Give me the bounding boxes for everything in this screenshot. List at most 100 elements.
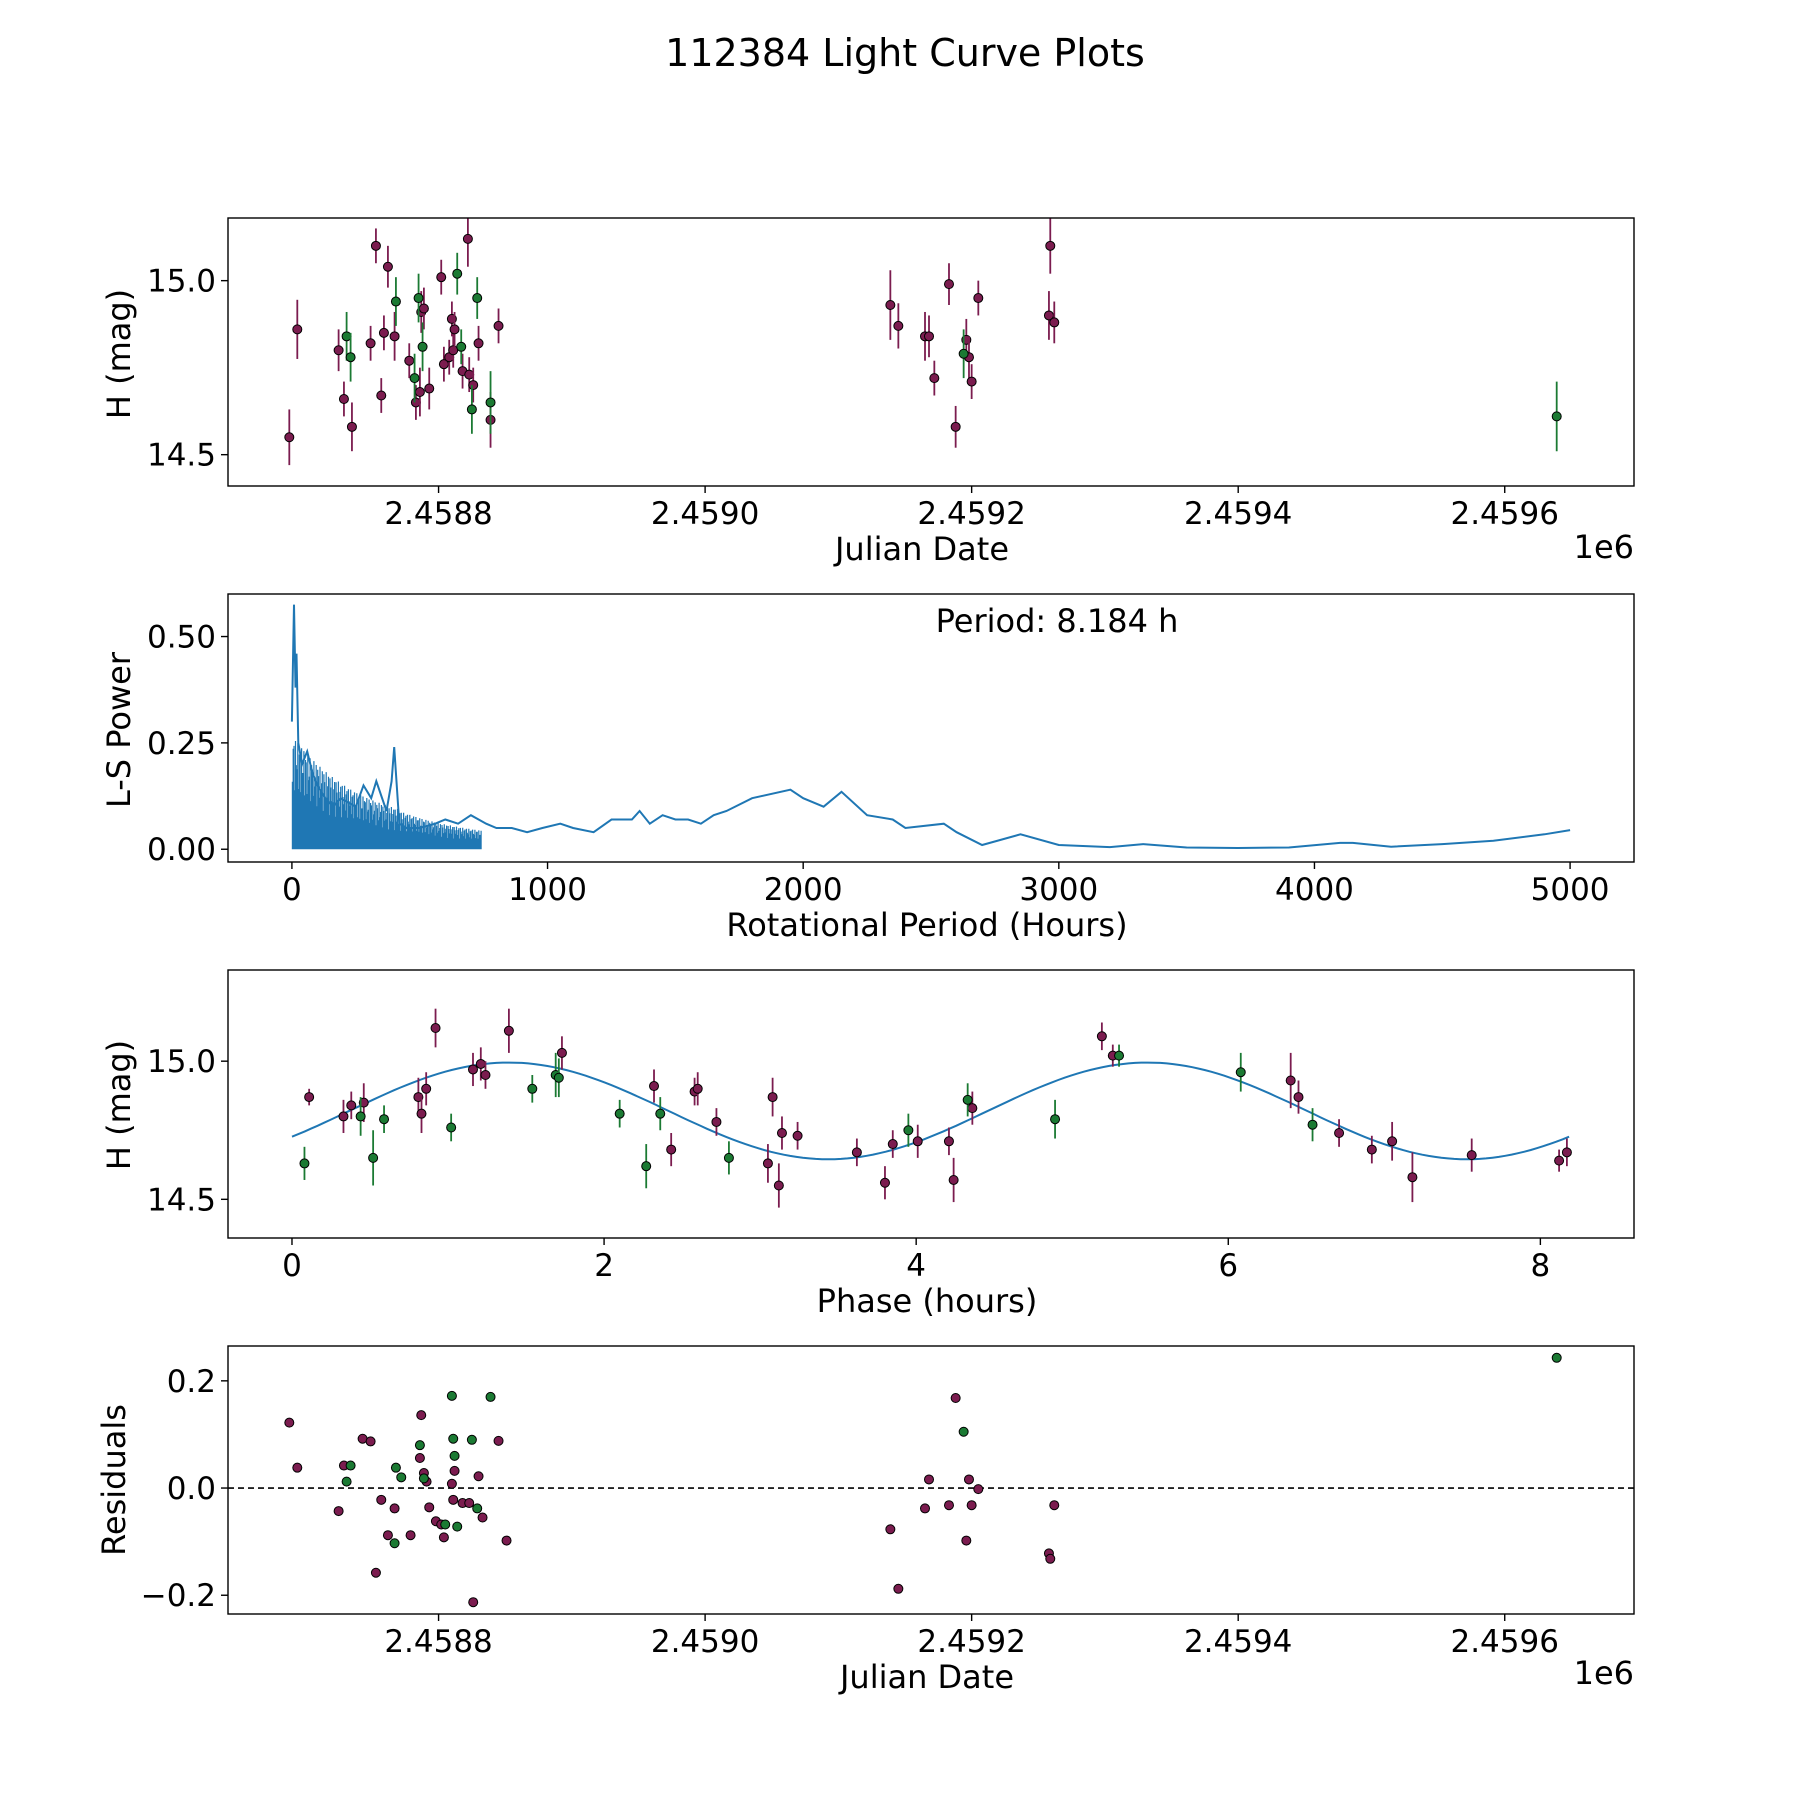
data-point-green	[414, 1440, 425, 1451]
data-point-purple	[893, 1583, 904, 1594]
data-point-purple	[1387, 1136, 1398, 1147]
data-point-purple	[1554, 1155, 1565, 1166]
data-point-green	[452, 1521, 463, 1532]
data-point-purple	[389, 1503, 400, 1514]
periodogram-plot-area	[290, 604, 1571, 850]
lightcurve-marks	[284, 218, 1562, 466]
data-point-green	[389, 1538, 400, 1549]
data-point-green	[368, 1152, 379, 1163]
periodogram-panel: 0 1000 2000 3000 4000 5000 0.00 0.25 0.50 Period…	[100, 593, 1635, 944]
data-point-green	[1551, 411, 1562, 422]
y-tick-label: 0.25	[147, 726, 216, 762]
x-tick-label: 2.4590	[651, 1624, 759, 1660]
data-point-green	[452, 268, 463, 279]
y-tick-label: 0.2	[167, 1364, 216, 1400]
data-point-purple	[885, 1524, 896, 1535]
data-point-purple	[473, 338, 484, 349]
data-point-purple	[438, 1532, 449, 1543]
data-point-green	[1235, 1067, 1246, 1078]
residuals-frame	[227, 1345, 1635, 1615]
data-point-green	[456, 341, 467, 352]
data-point-green	[466, 404, 477, 415]
data-point-purple	[424, 383, 435, 394]
data-point-purple	[346, 421, 357, 432]
data-point-purple	[333, 1506, 344, 1517]
data-point-purple	[421, 1083, 432, 1094]
data-point-green	[440, 1519, 451, 1530]
y-tick-label: 0.50	[147, 620, 216, 656]
data-point-purple	[893, 320, 904, 331]
data-point-purple	[376, 390, 387, 401]
data-point-purple	[493, 1435, 504, 1446]
data-point-green	[655, 1108, 666, 1119]
data-point-green	[448, 1433, 459, 1444]
data-point-green	[446, 1122, 457, 1133]
data-point-green	[341, 1476, 352, 1487]
data-point-purple	[284, 1417, 295, 1428]
data-point-purple	[943, 1136, 954, 1147]
data-point-purple	[370, 1567, 381, 1578]
data-point-green	[390, 1462, 401, 1473]
residuals-plot-area	[228, 1352, 1634, 1608]
data-point-green	[472, 293, 483, 304]
data-point-purple	[879, 1177, 890, 1188]
data-point-purple	[389, 331, 400, 342]
lightcurve-xlabel: Julian Date	[833, 530, 1009, 568]
data-point-purple	[382, 1530, 393, 1541]
data-point-green	[379, 1114, 390, 1125]
data-point-purple	[416, 1108, 427, 1119]
data-point-green	[553, 1072, 564, 1083]
data-point-purple	[773, 1180, 784, 1191]
data-point-purple	[924, 1474, 935, 1485]
data-point-purple	[480, 1069, 491, 1080]
lightcurve-offset-label: 1e6	[1574, 528, 1634, 566]
data-point-green	[958, 348, 969, 359]
data-point-purple	[556, 1047, 567, 1058]
data-point-purple	[338, 393, 349, 404]
data-point-purple	[950, 1392, 961, 1403]
data-point-purple	[446, 1478, 457, 1489]
data-point-purple	[920, 1503, 931, 1514]
periodogram-marks	[290, 604, 1571, 850]
data-point-green	[396, 1472, 407, 1483]
data-point-purple	[468, 380, 479, 391]
y-tick-label: 15.0	[147, 1044, 216, 1080]
data-point-green	[413, 293, 424, 304]
residuals-marks	[228, 1352, 1634, 1608]
data-point-green	[299, 1158, 310, 1169]
data-point-purple	[430, 1023, 441, 1034]
data-point-green	[466, 1434, 477, 1445]
data-point-green	[485, 397, 496, 408]
data-point-green	[614, 1108, 625, 1119]
data-point-purple	[649, 1081, 660, 1092]
data-point-purple	[333, 345, 344, 356]
residuals-ylabel: Residuals	[95, 1404, 133, 1556]
data-point-purple	[767, 1092, 778, 1103]
data-point-purple	[1366, 1144, 1377, 1155]
model-fit-curve	[291, 1061, 1570, 1161]
y-tick-label: 14.5	[147, 438, 216, 474]
residuals-offset-label: 1e6	[1574, 1654, 1634, 1692]
data-point-green	[409, 373, 420, 384]
x-tick-label: 4	[906, 1248, 926, 1284]
data-point-purple	[414, 387, 425, 398]
data-point-purple	[414, 1453, 425, 1464]
data-point-purple	[346, 1100, 357, 1111]
lightcurve-plot-area	[284, 218, 1562, 466]
data-point-purple	[851, 1147, 862, 1158]
data-point-green	[1114, 1050, 1125, 1061]
data-point-purple	[382, 261, 393, 272]
data-point-purple	[424, 1502, 435, 1513]
y-tick-label: 14.5	[147, 1182, 216, 1218]
y-tick-label: 0.00	[147, 832, 216, 868]
data-point-purple	[1096, 1031, 1107, 1042]
lightcurve-ylabel: H (mag)	[100, 289, 138, 419]
data-point-green	[485, 1391, 496, 1402]
data-point-purple	[943, 1500, 954, 1511]
data-point-purple	[973, 293, 984, 304]
data-point-green	[449, 1450, 460, 1461]
data-point-purple	[304, 1092, 315, 1103]
data-point-purple	[475, 1058, 486, 1069]
data-point-purple	[448, 1494, 459, 1505]
x-tick-label: 2.4592	[917, 1624, 1025, 1660]
